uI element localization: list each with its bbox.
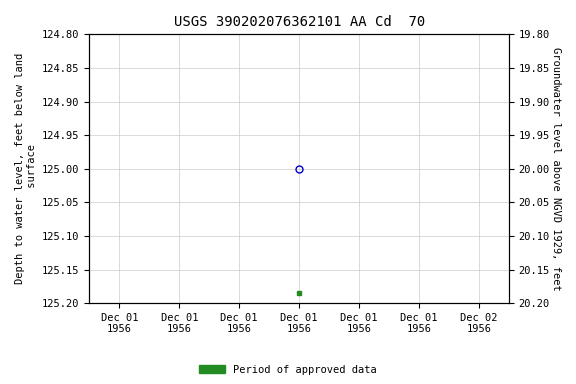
Legend: Period of approved data: Period of approved data: [195, 361, 381, 379]
Title: USGS 390202076362101 AA Cd  70: USGS 390202076362101 AA Cd 70: [173, 15, 425, 29]
Y-axis label: Depth to water level, feet below land
 surface: Depth to water level, feet below land su…: [15, 53, 37, 284]
Y-axis label: Groundwater level above NGVD 1929, feet: Groundwater level above NGVD 1929, feet: [551, 47, 561, 291]
